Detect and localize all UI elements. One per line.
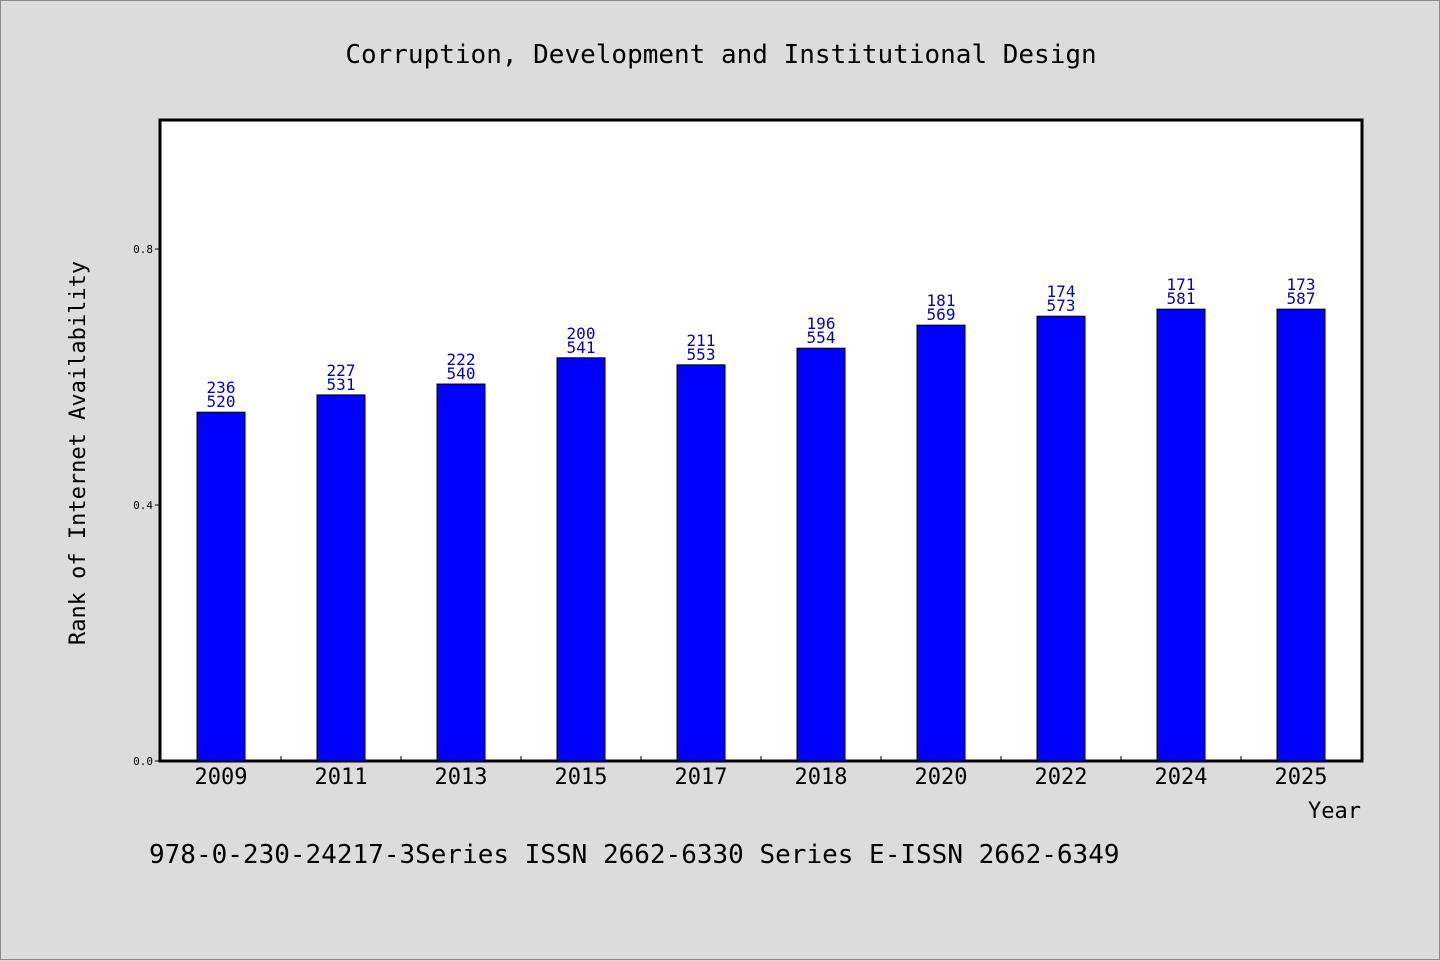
x-axis: 2009 2011 2013 2015 2017 2018 2020 2022 2024 2025: [195, 756, 1328, 790]
bar: [1036, 315, 1086, 762]
bar: [796, 347, 846, 762]
x-tick-label: 2018: [795, 765, 848, 790]
bar: [556, 357, 606, 762]
bar-label-top: 173: [1287, 275, 1316, 294]
bar: [676, 364, 726, 762]
bar-label-bottom: 587: [1287, 289, 1316, 308]
x-tick-label: 2020: [915, 765, 968, 790]
x-tick-label: 2011: [315, 765, 368, 790]
bar-label-top: 236: [207, 378, 236, 397]
bar: [916, 324, 966, 762]
x-tick-label: 2009: [195, 765, 248, 790]
bar-label-bottom: 541: [567, 338, 596, 357]
x-axis-title: Year: [1308, 799, 1361, 824]
bar-label-top: 227: [327, 361, 356, 380]
bar-label-bottom: 540: [447, 364, 476, 383]
bar-label-top: 200: [567, 324, 596, 343]
bar: [316, 394, 366, 762]
bar: [196, 411, 246, 762]
y-tick-label: 0.0: [133, 755, 153, 768]
x-tick-label: 2025: [1275, 765, 1328, 790]
bar-series: [196, 308, 1326, 762]
bar-label-bottom: 531: [327, 375, 356, 394]
x-tick-label: 2022: [1035, 765, 1088, 790]
bar-label-top: 196: [807, 314, 836, 333]
bar-label-top: 211: [687, 331, 716, 350]
bar-label-top: 181: [927, 291, 956, 310]
chart-title: Corruption, Development and Institutiona…: [345, 40, 1096, 70]
bar-label-top: 174: [1047, 282, 1076, 301]
x-tick-label: 2015: [555, 765, 608, 790]
x-tick-label: 2017: [675, 765, 728, 790]
bar-label-top: 222: [447, 350, 476, 369]
bar: [1276, 308, 1326, 762]
y-tick-label: 0.4: [133, 499, 153, 512]
bar: [1156, 308, 1206, 762]
y-axis: 0.0 0.4 0.8: [133, 243, 161, 768]
x-tick-label: 2024: [1155, 765, 1208, 790]
bar-label-bottom: 520: [207, 392, 236, 411]
y-tick-label: 0.8: [133, 243, 153, 256]
bar-label-top: 171: [1167, 275, 1196, 294]
bar-label-bottom: 569: [927, 305, 956, 324]
bar-label-bottom: 581: [1167, 289, 1196, 308]
y-axis-title: Rank of Internet Availability: [66, 261, 91, 645]
bar: [436, 383, 486, 762]
bar-label-bottom: 573: [1047, 296, 1076, 315]
x-tick-label: 2013: [435, 765, 488, 790]
bar-label-bottom: 553: [687, 345, 716, 364]
footer-isbn-issn: 978-0-230-24217-3Series ISSN 2662-6330 S…: [149, 840, 1120, 870]
bar-label-bottom: 554: [807, 328, 836, 347]
